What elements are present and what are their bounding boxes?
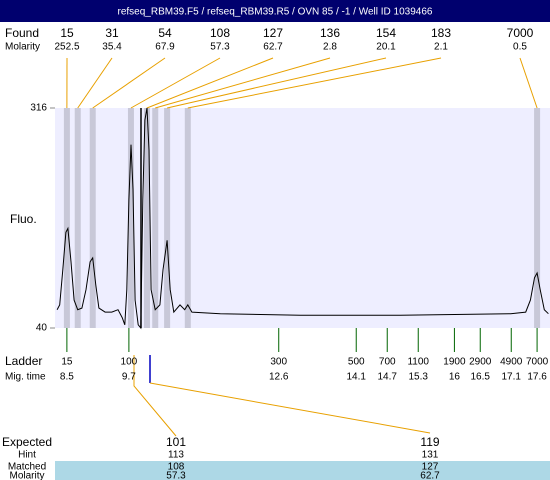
- title: refseq_RBM39.F5 / refseq_RBM39.R5 / OVN …: [118, 7, 433, 18]
- y-axis-label: Fluo.: [10, 212, 37, 226]
- ladder-time: 14.7: [378, 372, 398, 383]
- ladder-label: Ladder: [5, 354, 42, 368]
- found-size: 154: [376, 26, 396, 40]
- expected-cell: 62.7: [420, 471, 440, 480]
- ladder-size: 1100: [407, 357, 429, 368]
- peak-connector: [167, 57, 387, 109]
- plot-area: [55, 108, 550, 328]
- expected-cell: 57.3: [166, 471, 186, 480]
- peak-band: [184, 108, 191, 328]
- expected-cell: 131: [422, 450, 439, 461]
- peak-connector: [519, 57, 538, 109]
- peak-connector: [155, 57, 331, 109]
- found-size: 15: [60, 26, 74, 40]
- ladder-size: 500: [348, 357, 365, 368]
- expected-connector: [133, 355, 177, 437]
- expected-cell: 101: [166, 435, 186, 449]
- ladder-time: 8.5: [60, 372, 74, 383]
- expected-cell: 119: [420, 435, 439, 449]
- peak-connector: [77, 57, 113, 109]
- found-size: 108: [210, 26, 230, 40]
- found-molarity: 67.9: [155, 42, 175, 53]
- ladder-size: 100: [121, 357, 138, 368]
- title-bar: [0, 0, 550, 22]
- ladder-size: 300: [270, 357, 287, 368]
- expected-row-label: Hint: [18, 450, 36, 461]
- peak-band: [152, 108, 159, 328]
- found-molarity: 35.4: [102, 42, 122, 53]
- expected-row-label: Matched: [8, 462, 46, 473]
- ladder-time: 16.5: [471, 372, 491, 383]
- y-tick-label: 40: [36, 323, 48, 334]
- found-size: 7000: [507, 26, 534, 40]
- expected-row-label: Molarity: [9, 471, 44, 480]
- matched-band: [55, 461, 550, 480]
- found-size: 127: [263, 26, 283, 40]
- peak-connector: [146, 57, 274, 109]
- ladder-time: 14.1: [347, 372, 367, 383]
- peak-connector: [92, 57, 166, 109]
- peak-band: [74, 108, 81, 328]
- found-size: 31: [105, 26, 119, 40]
- expected-row-label: Expected: [2, 435, 52, 449]
- peak-band: [89, 108, 96, 328]
- expected-connector: [149, 382, 431, 434]
- peak-band: [534, 108, 541, 328]
- ladder-time: 16: [449, 372, 461, 383]
- molarity-label: Molarity: [5, 42, 40, 53]
- mig-time-label: Mig. time: [5, 372, 46, 383]
- found-molarity: 20.1: [376, 42, 396, 53]
- ladder-size: 2900: [469, 357, 492, 368]
- ladder-time: 9.7: [122, 372, 136, 383]
- ladder-time: 17.6: [527, 372, 547, 383]
- trace: [56, 107, 549, 330]
- ladder-size: 1900: [443, 357, 466, 368]
- expected-cell: 127: [422, 462, 439, 473]
- peak-connector: [130, 57, 221, 109]
- found-molarity: 0.5: [513, 42, 527, 53]
- found-molarity: 2.1: [434, 42, 448, 53]
- found-size: 136: [320, 26, 340, 40]
- peak-band: [63, 108, 70, 328]
- peak-connector: [187, 57, 442, 109]
- found-size: 54: [158, 26, 172, 40]
- ladder-time: 12.6: [269, 372, 289, 383]
- peak-band: [127, 108, 134, 328]
- ladder-time: 17.1: [502, 372, 522, 383]
- found-size: 183: [431, 26, 451, 40]
- peak-band: [164, 108, 171, 328]
- expected-cell: 108: [168, 462, 185, 473]
- ladder-size: 15: [61, 357, 73, 368]
- found-label: Found: [5, 26, 39, 40]
- found-molarity: 57.3: [210, 42, 230, 53]
- found-molarity: 62.7: [263, 42, 283, 53]
- found-molarity: 252.5: [54, 42, 79, 53]
- peak-band: [143, 108, 150, 328]
- expected-cell: 113: [168, 450, 184, 461]
- ladder-size: 4900: [500, 357, 523, 368]
- ladder-size: 7000: [526, 357, 549, 368]
- y-tick-label: 316: [30, 103, 47, 114]
- found-molarity: 2.8: [323, 42, 337, 53]
- ladder-time: 15.3: [409, 372, 429, 383]
- expected-connectors: [133, 355, 431, 437]
- ladder-size: 700: [379, 357, 396, 368]
